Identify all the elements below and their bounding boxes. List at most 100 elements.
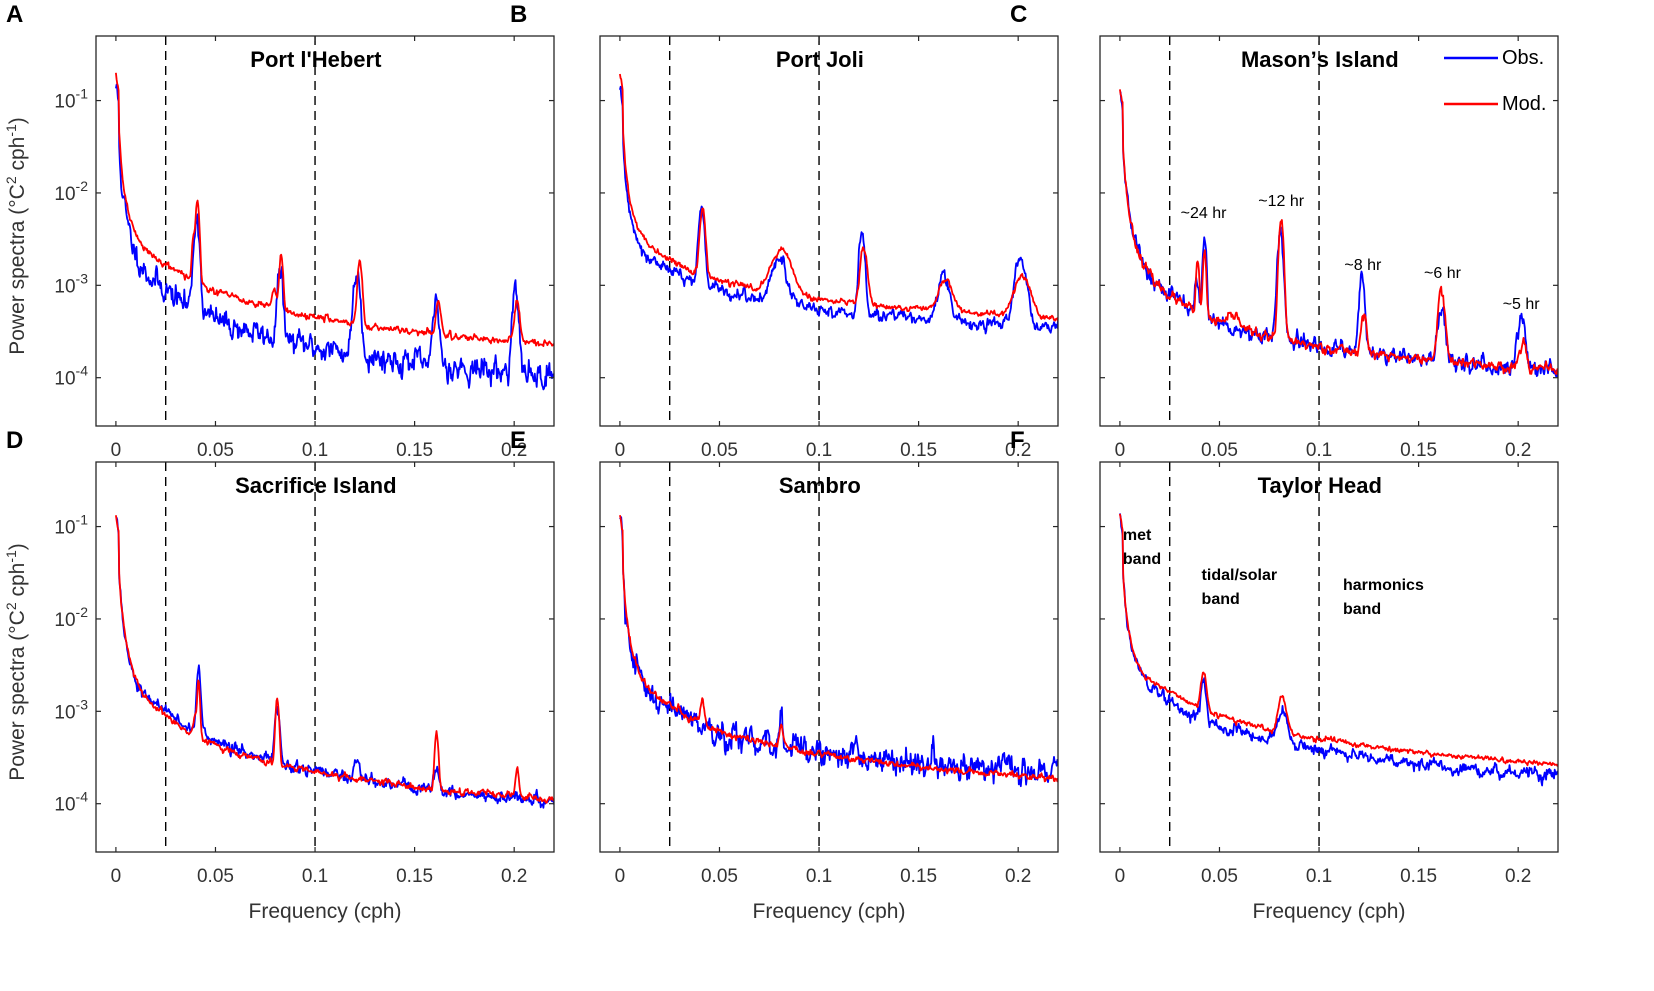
obs-series-line [115, 83, 554, 391]
x-tick-label: 0 [111, 440, 122, 461]
y-tick-label: 10-2 [54, 604, 88, 631]
x-tick-label: 0.05 [701, 440, 738, 461]
axes-frame [599, 461, 1059, 853]
series-group [1119, 89, 1558, 378]
x-tick-label: 0 [111, 866, 122, 887]
period-annotation: ~12 hr [1258, 193, 1304, 210]
x-tick-label: 0.1 [806, 440, 832, 461]
series-group [619, 515, 1058, 788]
y-tick-label: 10-2 [54, 178, 88, 205]
obs-series-line [619, 85, 1058, 335]
plot-area [600, 36, 1058, 426]
mod-series-line [619, 73, 1058, 322]
period-annotation: ~5 hr [1503, 296, 1541, 313]
y-tick-label: 10-4 [54, 789, 88, 816]
band-annotation: met [1123, 527, 1152, 544]
x-tick-label: 0.2 [1505, 866, 1531, 887]
panel-title: Sacrifice Island [235, 473, 396, 498]
y-tick-label: 10-4 [54, 363, 88, 390]
x-tick-label: 0 [615, 440, 626, 461]
panel-title: Port Joli [776, 47, 864, 72]
axes-frame [1099, 461, 1559, 853]
x-tick-label: 0.05 [1201, 440, 1238, 461]
obs-series-line [115, 516, 554, 809]
mod-series-line [115, 72, 554, 347]
x-tick-label: 0.15 [900, 866, 937, 887]
panel-title: Masonʼs Island [1241, 47, 1399, 72]
x-tick-label: 0.05 [197, 440, 234, 461]
x-tick-label: 0.05 [197, 866, 234, 887]
x-axis-label: Frequency (cph) [249, 900, 402, 923]
legend-label: Mod. [1502, 93, 1546, 115]
y-tick-label: 10-1 [54, 512, 88, 539]
panel-letter: D [6, 427, 23, 454]
x-tick-label: 0.05 [1201, 866, 1238, 887]
plot-area [600, 462, 1058, 852]
panel-letter: A [6, 1, 23, 28]
panel-title: Taylor Head [1258, 473, 1382, 498]
x-tick-label: 0.2 [501, 866, 527, 887]
y-axis-label: Power spectra (°C2 cph-1) [3, 117, 29, 355]
x-axis-label: Frequency (cph) [1253, 900, 1406, 923]
panel-b: 0 0.05 0.1 0.15 0.2 B Port Joli [510, 1, 1059, 461]
x-tick-label: 0.05 [701, 866, 738, 887]
x-tick-label: 0.1 [1306, 866, 1332, 887]
y-tick-label: 10-3 [54, 696, 88, 723]
plot-area [96, 36, 554, 426]
series-group [619, 73, 1058, 335]
x-tick-label: 0 [1115, 866, 1126, 887]
x-tick-label: 0.2 [501, 440, 527, 461]
mod-series-line [1119, 513, 1558, 767]
y-axis-label: Power spectra (°C2 cph-1) [3, 543, 29, 781]
band-annotation: band [1202, 591, 1240, 608]
band-annotation: band [1123, 551, 1161, 568]
x-axis-label: Frequency (cph) [753, 900, 906, 923]
mod-series-line [1119, 89, 1558, 375]
x-tick-label: 0 [1115, 440, 1126, 461]
panel-letter: B [510, 1, 527, 28]
legend-label: Obs. [1502, 47, 1544, 69]
panel-letter: F [1010, 427, 1025, 454]
band-annotation: band [1343, 601, 1381, 618]
series-group [1119, 513, 1558, 787]
axes-frame [95, 461, 555, 853]
x-tick-label: 0.15 [900, 440, 937, 461]
panel-f: 0 0.05 0.1 0.15 0.2 F Taylor Head Frequency (cp… [1010, 427, 1559, 923]
panel-letter: E [510, 427, 526, 454]
series-group [115, 515, 554, 809]
mod-series-line [115, 515, 554, 804]
mod-series-line [619, 515, 1058, 783]
axes-frame [599, 35, 1059, 427]
x-tick-label: 0.15 [396, 440, 433, 461]
x-tick-label: 0.1 [302, 866, 328, 887]
period-annotation: ~6 hr [1424, 265, 1462, 282]
x-tick-label: 0 [615, 866, 626, 887]
band-annotation: tidal/solar [1202, 567, 1278, 584]
band-annotation: harmonics [1343, 577, 1424, 594]
period-annotation: ~24 hr [1181, 205, 1227, 222]
panel-c: 0 0.05 0.1 0.15 0.2 C Masonʼs Island Obs. Mod. ~2… [1010, 1, 1559, 461]
legend: Obs. Mod. [1444, 47, 1546, 115]
obs-series-line [1119, 513, 1558, 787]
panel-e: 0 0.05 0.1 0.15 0.2 E Sambro Frequency (cph) [510, 427, 1059, 923]
panel-a: 0 0.05 0.1 0.15 0.2 10-4 10-3 10-2 10-1 A Port l'H… [3, 1, 555, 461]
panel-d: 0 0.05 0.1 0.15 0.2 10-4 10-3 10-2 10-1 D Sacrific… [3, 427, 555, 923]
panel-title: Port l'Hebert [250, 47, 382, 72]
x-tick-label: 0.15 [1400, 866, 1437, 887]
x-tick-label: 0.2 [1505, 440, 1531, 461]
period-annotation: ~8 hr [1344, 257, 1382, 274]
panel-title: Sambro [779, 473, 861, 498]
axes-frame [1099, 35, 1559, 427]
x-tick-label: 0.2 [1005, 866, 1031, 887]
panel-letter: C [1010, 1, 1027, 28]
x-tick-label: 0.1 [1306, 440, 1332, 461]
plot-area [96, 462, 554, 852]
axes-frame [95, 35, 555, 427]
series-group [115, 72, 554, 391]
x-tick-label: 0.1 [302, 440, 328, 461]
x-tick-label: 0.15 [1400, 440, 1437, 461]
obs-series-line [619, 516, 1058, 788]
y-tick-label: 10-3 [54, 270, 88, 297]
plot-area [1100, 462, 1558, 852]
